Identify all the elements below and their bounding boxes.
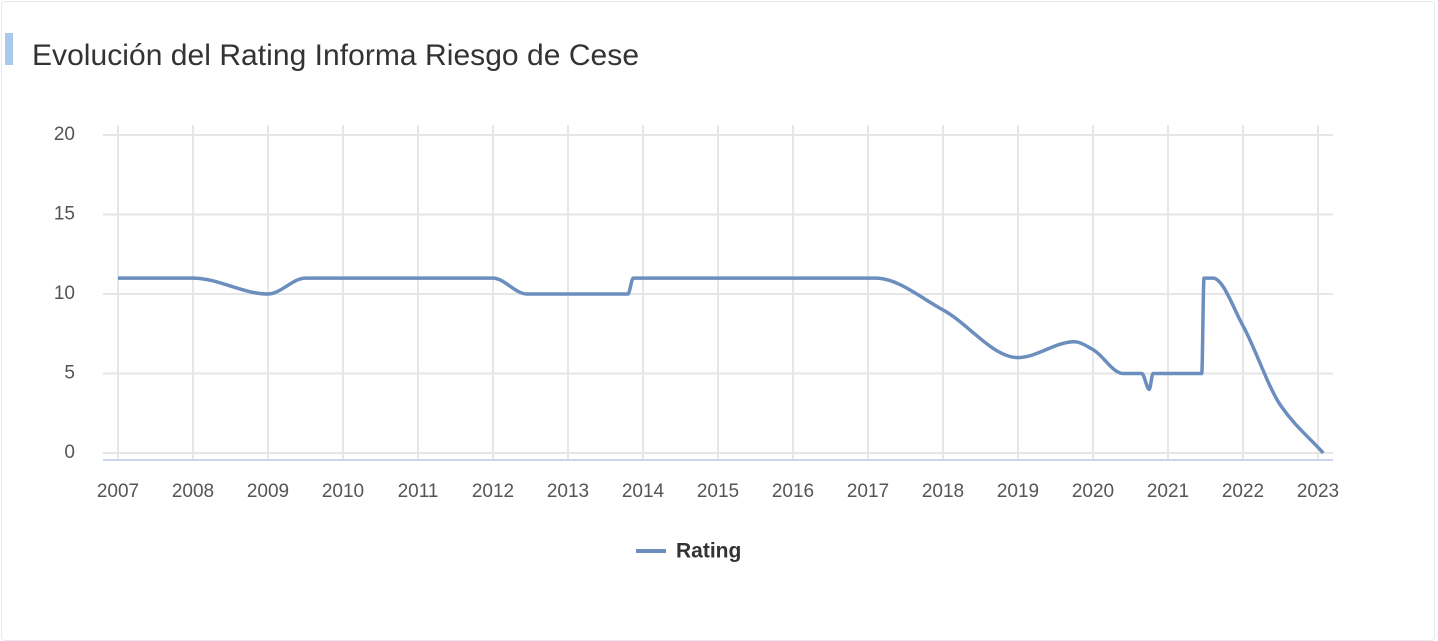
- x-tick-label: 2017: [847, 481, 889, 502]
- y-tick-label: 20: [54, 124, 75, 145]
- line: [118, 276, 1325, 455]
- x-tick-label: 2019: [997, 481, 1039, 502]
- x-tick-label: 2018: [922, 481, 964, 502]
- x-tick-label: 2010: [322, 481, 364, 502]
- y-tick-label: 10: [54, 283, 75, 304]
- chart-title: Evolución del Rating Informa Riesgo de C…: [32, 39, 639, 72]
- y-tick-label: 15: [54, 204, 75, 225]
- x-tick-label: 2020: [1072, 481, 1114, 502]
- x-tick-label: 2015: [697, 481, 739, 502]
- x-tick-label: 2022: [1222, 481, 1264, 502]
- y-tick-label: 0: [64, 442, 75, 463]
- x-tick-label: 2008: [172, 481, 214, 502]
- x-tick-label: 2013: [547, 481, 589, 502]
- x-tick-label: 2016: [772, 481, 814, 502]
- x-tick-label: 2011: [398, 481, 439, 502]
- x-tick-label: 2023: [1297, 481, 1339, 502]
- x-tick-label: 2012: [472, 481, 514, 502]
- x-tick-label: 2007: [97, 481, 139, 502]
- x-tick-label: 2009: [247, 481, 289, 502]
- legend-label: Rating: [676, 540, 741, 563]
- x-tick-label: 2021: [1147, 481, 1189, 502]
- title-accent: [5, 33, 13, 65]
- x-tick-label: 2014: [622, 481, 665, 502]
- y-tick-label: 5: [64, 363, 75, 384]
